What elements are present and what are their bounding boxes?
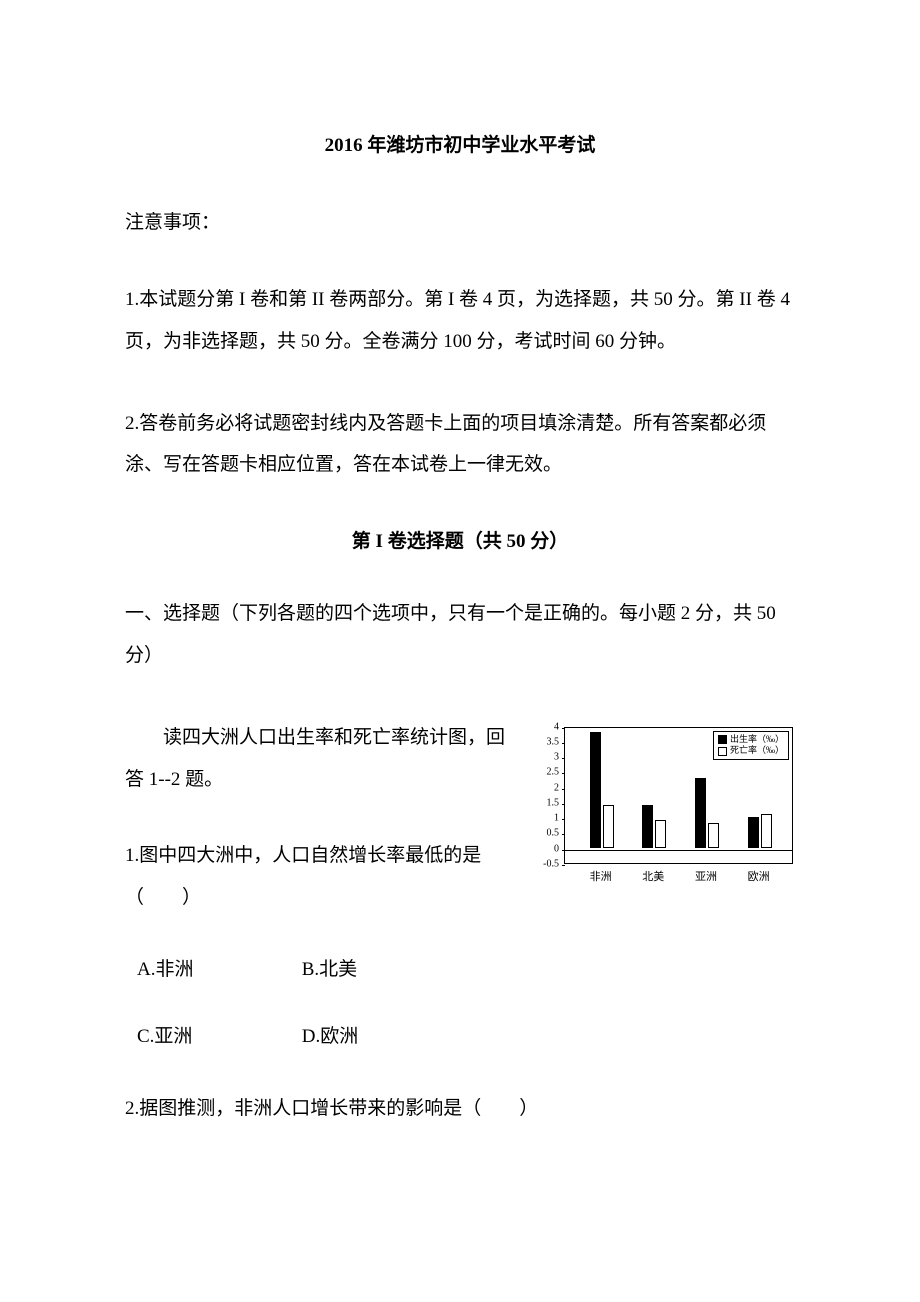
y-tick (562, 804, 565, 805)
bar-birth-rate (642, 805, 653, 848)
y-tick (562, 773, 565, 774)
y-tick-label: 2 (554, 782, 559, 793)
notice-2: 2.答卷前务必将试题密封线内及答题卡上面的项目填涂清楚。所有答案都必须涂、写在答… (125, 403, 795, 487)
y-tick-label: 0.5 (547, 828, 560, 839)
y-tick-label: 3 (554, 752, 559, 763)
q1-option-b: B.北美 (302, 954, 462, 981)
bar-birth-rate (695, 778, 706, 848)
q1-option-a: A.非洲 (137, 954, 297, 981)
y-tick-label: 0 (554, 843, 559, 854)
y-tick (562, 758, 565, 759)
question-1: 1.图中四大洲中，人口自然增长率最低的是（ ） (125, 835, 514, 919)
q1-option-c: C.亚洲 (137, 1021, 297, 1048)
section-title: 第 I 卷选择题（共 50 分） (125, 526, 795, 553)
zero-line (565, 850, 792, 851)
question-2: 2.据图推测，非洲人口增长带来的影响是（ ） (125, 1088, 795, 1130)
y-tick (562, 789, 565, 790)
y-tick (562, 743, 565, 744)
legend-label-birth: 出生率（‰） (730, 734, 784, 746)
y-tick (562, 834, 565, 835)
chart-legend: 出生率（‰） 死亡率（‰） (713, 731, 789, 760)
q1-option-d: D.欧洲 (302, 1021, 462, 1048)
legend-swatch-white (718, 747, 727, 756)
legend-label-death: 死亡率（‰） (730, 745, 784, 757)
bar-birth-rate (748, 817, 759, 847)
birth-death-rate-chart: -0.5 0 0.5 1 1.5 2 2.5 3 3.5 4 出生率（‰） 死亡率（‰） 非洲 北美… (534, 722, 795, 882)
legend-birth-rate: 出生率（‰） (718, 734, 784, 746)
legend-death-rate: 死亡率（‰） (718, 745, 784, 757)
bar-death-rate (761, 814, 772, 847)
notice-label: 注意事项： (125, 207, 795, 234)
section-intro: 一、选择题（下列各题的四个选项中，只有一个是正确的。每小题 2 分，共 50 分… (125, 593, 795, 677)
q1-options-row1: A.非洲 B.北美 (125, 954, 795, 981)
bar-birth-rate (590, 732, 601, 848)
notice-1: 1.本试题分第 I 卷和第 II 卷两部分。第 I 卷 4 页，为选择题，共 5… (125, 279, 795, 363)
chart-question-row: 读四大洲人口出生率和死亡率统计图，回答 1--2 题。 1.图中四大洲中，人口自… (125, 717, 795, 954)
bar-death-rate (655, 820, 666, 847)
bar-death-rate (708, 823, 719, 847)
y-tick (562, 865, 565, 866)
y-tick-label: 1.5 (547, 797, 560, 808)
q1-options-row2: C.亚洲 D.欧洲 (125, 1021, 795, 1048)
question-text-area: 读四大洲人口出生率和死亡率统计图，回答 1--2 题。 1.图中四大洲中，人口自… (125, 717, 514, 954)
x-axis-labels: 非洲 北美 亚洲 欧洲 (564, 867, 793, 882)
y-tick-label: 1 (554, 813, 559, 824)
y-axis-labels: -0.500.511.522.533.54 (534, 722, 562, 864)
x-category-label: 非洲 (590, 868, 612, 884)
y-tick (562, 819, 565, 820)
exam-title: 2016 年潍坊市初中学业水平考试 (125, 130, 795, 157)
legend-swatch-black (718, 735, 727, 744)
y-tick-label: 2.5 (547, 767, 560, 778)
x-category-label: 北美 (642, 868, 664, 884)
x-category-label: 欧洲 (748, 868, 770, 884)
x-category-label: 亚洲 (695, 868, 717, 884)
bar-death-rate (603, 805, 614, 848)
y-tick (562, 728, 565, 729)
y-tick-label: -0.5 (543, 858, 559, 869)
y-tick-label: 4 (554, 721, 559, 732)
y-tick-label: 3.5 (547, 737, 560, 748)
chart-plot-area: 出生率（‰） 死亡率（‰） (564, 727, 793, 864)
chart-intro: 读四大洲人口出生率和死亡率统计图，回答 1--2 题。 (125, 717, 514, 801)
